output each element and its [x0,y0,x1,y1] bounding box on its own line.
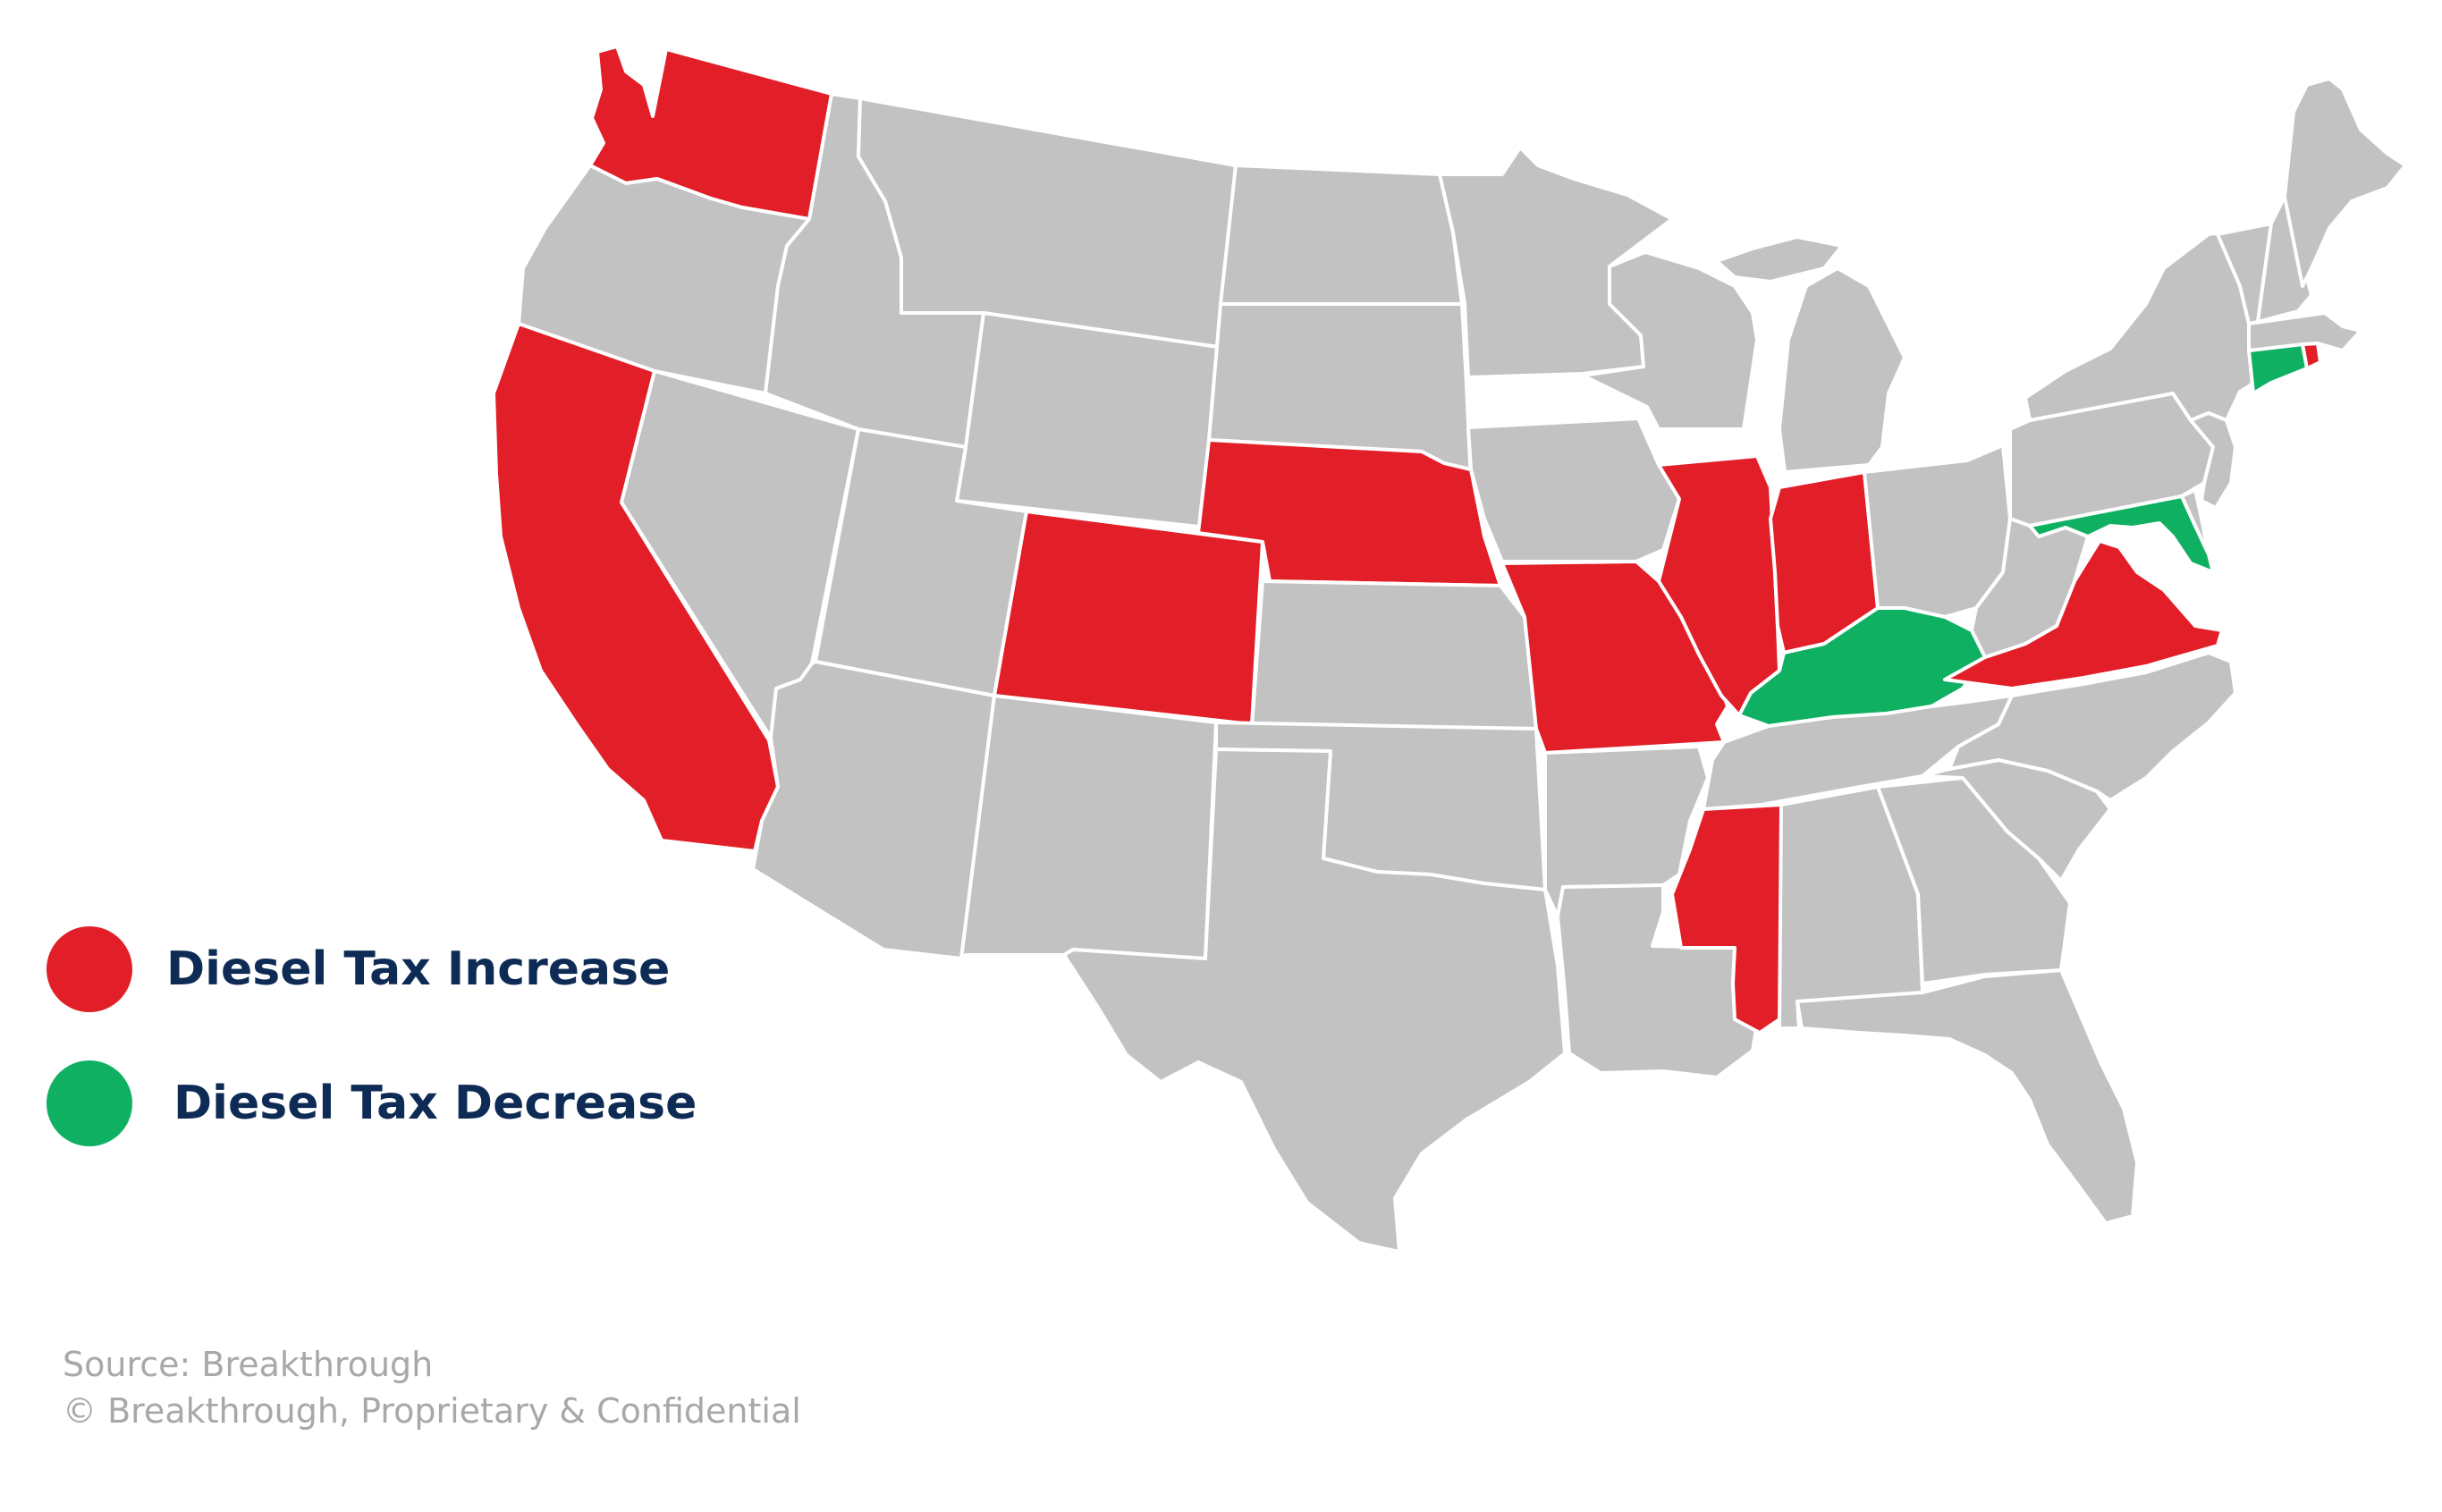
legend: Diesel Tax Increase [46,925,670,1014]
state-tx [1062,748,1567,1254]
source-note: Source: Breakthrough © Breakthrough, Pro… [63,1341,801,1434]
state-wi [1581,250,1759,431]
state-nm [959,694,1218,960]
state-mt [857,97,1238,349]
state-ny [2024,229,2262,422]
state-az [751,660,996,960]
copyright-line: © Breakthrough, Proprietary & Confidenti… [63,1391,801,1431]
legend-item-increase: Diesel Tax Increase [46,925,670,1014]
state-ca [492,322,780,853]
state-wy [955,311,1220,529]
legend-swatch-increase [46,926,132,1012]
state-co [993,510,1264,726]
state-nj [2189,411,2237,510]
state-ma [2247,311,2362,352]
state-ia [1466,417,1681,563]
state-ri [2301,342,2322,370]
legend-label-increase: Diesel Tax Increase [166,942,671,996]
state-ct [2247,342,2309,395]
state-ne [1196,438,1502,587]
legend-swatch-decrease [46,1060,132,1146]
legend-label-decrease: Diesel Tax Decrease [173,1077,697,1130]
state-de [2180,488,2210,556]
state-vt [2216,222,2273,325]
state-nc [1948,651,2237,802]
source-line: Source: Breakthrough [63,1345,434,1384]
state-me [2283,77,2407,288]
state-ar [1543,745,1710,918]
state-mi [1715,235,1906,474]
state-fl [1796,968,2139,1225]
state-nd [1219,164,1464,306]
legend-decrease-block: Diesel Tax Decrease [46,1059,697,1148]
state-ks [1250,579,1538,731]
legend-item-decrease: Diesel Tax Decrease [46,1059,697,1148]
state-nh [2256,195,2313,324]
